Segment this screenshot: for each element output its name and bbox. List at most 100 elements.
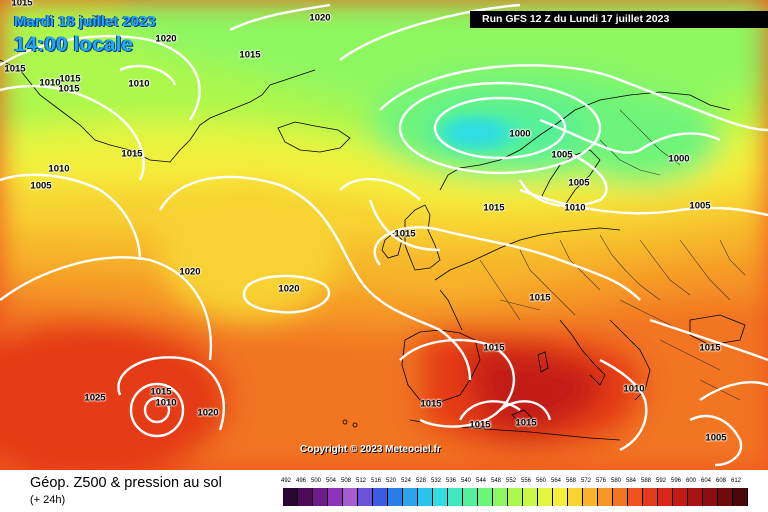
scale-tick-label: 560 (535, 478, 547, 484)
scale-swatch (358, 488, 373, 506)
scale-tick-label: 520 (385, 478, 397, 484)
isobar-label: 1000 (668, 153, 690, 165)
isobar-label: 1015 (483, 342, 505, 354)
scale-swatch (703, 488, 718, 506)
scale-swatch (643, 488, 658, 506)
scale-swatch (448, 488, 463, 506)
scale-swatch (733, 488, 748, 506)
legend-title: Géop. Z500 & pression au sol (30, 475, 222, 491)
isobar-label: 1020 (155, 33, 177, 45)
scale-swatch (718, 488, 733, 506)
isobar-label: 1020 (309, 12, 331, 24)
scale-swatch (388, 488, 403, 506)
isobar-lines (0, 3, 768, 467)
isobar-label: 1015 (239, 49, 261, 61)
scale-tick-label: 608 (715, 478, 727, 484)
isobar-label: 1015 (150, 386, 172, 398)
isobar-label: 1015 (529, 292, 551, 304)
isobar-label: 1015 (515, 417, 537, 429)
weather-map: 1015 1020 1020 1015 1015 1015 1010 1015 1010 1000… (0, 0, 768, 470)
scale-swatch (298, 488, 313, 506)
scale-swatch (343, 488, 358, 506)
isobar-label: 1010 (128, 78, 150, 90)
scale-tick-label: 544 (475, 478, 487, 484)
isobar-label: 1010 (155, 397, 177, 409)
scale-swatch (283, 488, 298, 506)
forecast-time: 14:00 locale (14, 33, 134, 56)
scale-swatch (688, 488, 703, 506)
isobar-label: 1005 (30, 180, 52, 192)
scale-tick-label: 524 (400, 478, 412, 484)
scale-swatch (463, 488, 478, 506)
scale-tick-label: 516 (370, 478, 382, 484)
scale-swatch (328, 488, 343, 506)
scale-tick-label: 572 (580, 478, 592, 484)
scale-tick-label: 584 (625, 478, 637, 484)
isobar-label: 1010 (623, 383, 645, 395)
scale-tick-label: 596 (670, 478, 682, 484)
scale-swatch (403, 488, 418, 506)
isobar-label: 1020 (278, 283, 300, 295)
scale-tick-label: 592 (655, 478, 667, 484)
scale-swatch (508, 488, 523, 506)
scale-swatch (433, 488, 448, 506)
scale-swatch (568, 488, 583, 506)
isobar-label: 1015 (58, 83, 80, 95)
isobar-label: 1025 (84, 392, 106, 404)
scale-tick-label: 552 (505, 478, 517, 484)
scale-tick-label: 504 (325, 478, 337, 484)
scale-tick-label: 540 (460, 478, 472, 484)
scale-swatch (628, 488, 643, 506)
scale-tick-label: 548 (490, 478, 502, 484)
isobar-label: 1010 (39, 77, 61, 89)
scale-swatch (418, 488, 433, 506)
isobar-label: 1005 (689, 200, 711, 212)
scale-swatch (478, 488, 493, 506)
legend-subtitle: (+ 24h) (30, 494, 66, 506)
scale-tick-label: 564 (550, 478, 562, 484)
scale-swatch (373, 488, 388, 506)
scale-tick-label: 532 (430, 478, 442, 484)
forecast-date: Mardi 18 juillet 2023 (14, 13, 156, 30)
scale-swatch (538, 488, 553, 506)
scale-tick-label: 528 (415, 478, 427, 484)
isobar-label: 1015 (420, 398, 442, 410)
isobar-label: 1015 (4, 63, 26, 75)
isobar-label: 1015 (483, 202, 505, 214)
scale-swatch (598, 488, 613, 506)
scale-swatch (313, 488, 328, 506)
isobar-label: 1010 (48, 163, 70, 175)
copyright: Copyright © 2023 Meteociel.fr (300, 444, 441, 455)
isobar-label: 1005 (568, 177, 590, 189)
isobar-label: 1005 (551, 149, 573, 161)
scale-tick-label: 612 (730, 478, 742, 484)
scale-swatch (658, 488, 673, 506)
isobar-label: 1015 (699, 342, 721, 354)
isobar-label: 1015 (59, 73, 81, 85)
scale-swatch (553, 488, 568, 506)
scale-tick-label: 600 (685, 478, 697, 484)
scale-tick-label: 512 (355, 478, 367, 484)
isobar-label: 1015 (121, 148, 143, 160)
isobar-label: 1020 (179, 266, 201, 278)
run-info: Run GFS 12 Z du Lundi 17 juillet 2023 (470, 11, 768, 28)
isobar-label: 1005 (705, 432, 727, 444)
scale-tick-label: 536 (445, 478, 457, 484)
isobar-label: 1015 (11, 0, 33, 9)
borders (479, 109, 746, 401)
scale-swatch (493, 488, 508, 506)
scale-swatch (523, 488, 538, 506)
isobar-label: 1015 (469, 419, 491, 431)
scale-swatch (583, 488, 598, 506)
scale-tick-label: 508 (340, 478, 352, 484)
scale-tick-label: 580 (610, 478, 622, 484)
scale-tick-label: 576 (595, 478, 607, 484)
scale-tick-label: 588 (640, 478, 652, 484)
color-scale: 492 496 500 504 508 512 516 520 524 528 532 536 540 5… (280, 478, 753, 508)
scale-tick-label: 604 (700, 478, 712, 484)
isobar-label: 1020 (197, 407, 219, 419)
scale-tick-label: 492 (280, 478, 292, 484)
isobar-label: 1010 (564, 202, 586, 214)
map-canvas (0, 0, 768, 470)
scale-tick-label: 500 (310, 478, 322, 484)
